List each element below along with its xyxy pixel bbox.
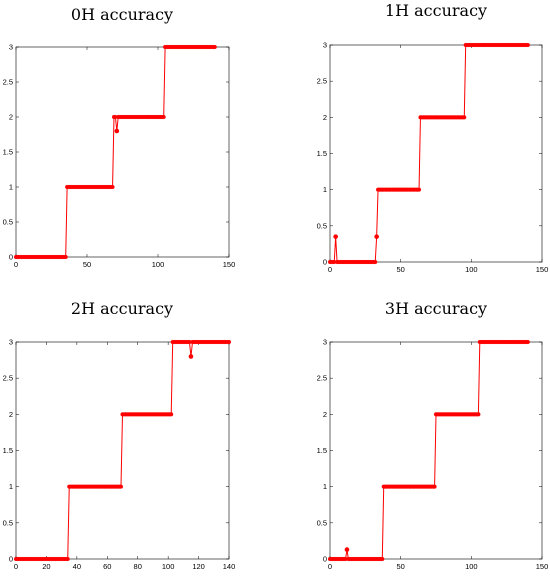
outlier-point [188, 354, 194, 359]
x-tick-label: 0 [14, 260, 18, 269]
chart-panel-0: 0H accuracy 0 50 100 150 0 0.5 1 1.5 2 2.5 3 [3, 5, 236, 269]
outlier-point [374, 234, 379, 239]
data-point [169, 412, 174, 417]
data-point [118, 484, 124, 489]
data-point [432, 484, 437, 489]
chart-title: 1H accuracy [385, 1, 487, 20]
chart-panel-2: 2H accuracy 0 20 40 60 80 100 120 140 0 0.5 1 1.5 2 2.… [3, 299, 236, 571]
chart-title: 2H accuracy [71, 299, 173, 318]
y-tick-label: 0 [9, 253, 13, 262]
x-tick-label: 0 [328, 562, 332, 571]
x-tick-label: 100 [152, 260, 165, 269]
outlier-point [344, 547, 350, 552]
x-tick-label: 120 [192, 562, 205, 571]
y-tick-label: 3 [323, 338, 327, 347]
chart-title: 3H accuracy [385, 299, 487, 318]
y-tick-label: 2 [9, 113, 13, 122]
data-point [476, 412, 481, 417]
plot-frame [329, 341, 543, 560]
data-point [525, 339, 530, 345]
y-tick-label: 1 [9, 183, 13, 192]
data-point [416, 187, 422, 192]
x-tick-label: 100 [465, 265, 478, 274]
x-tick-label: 50 [396, 265, 404, 274]
x-tick-label: 140 [223, 562, 236, 571]
y-tick-label: 2 [323, 410, 327, 419]
series-line [16, 46, 215, 258]
y-tick-label: 0 [9, 555, 13, 564]
outlier-point [114, 128, 120, 134]
y-tick-label: 3 [9, 43, 13, 52]
y-tick-label: 1 [9, 482, 13, 491]
data-point [63, 254, 68, 260]
y-tick-label: 1 [323, 185, 327, 194]
y-tick-label: 1.5 [3, 148, 13, 157]
series-line [330, 44, 528, 263]
plot-frame [15, 46, 230, 258]
data-point [380, 556, 385, 562]
y-tick-label: 2 [9, 410, 13, 419]
x-tick-label: 40 [73, 562, 81, 571]
x-tick-label: 0 [14, 562, 18, 571]
x-tick-label: 50 [83, 260, 91, 269]
y-tick-label: 2.5 [317, 77, 327, 86]
outlier-point [333, 234, 338, 239]
x-tick-label: 150 [223, 260, 236, 269]
data-point [462, 115, 467, 120]
x-tick-label: 150 [536, 265, 549, 274]
y-tick-label: 2.5 [317, 374, 327, 383]
y-tick-label: 1 [323, 482, 327, 491]
y-tick-label: 0.5 [317, 518, 327, 527]
y-tick-label: 0.5 [3, 518, 13, 527]
data-point [110, 184, 115, 190]
y-tick-label: 0.5 [3, 218, 13, 227]
data-point [525, 42, 530, 48]
y-tick-label: 2.5 [3, 78, 13, 87]
x-tick-label: 100 [162, 562, 175, 571]
x-tick-label: 20 [42, 562, 50, 571]
data-point [65, 556, 70, 562]
y-tick-label: 1.5 [317, 446, 327, 455]
y-tick-label: 1.5 [317, 149, 327, 158]
x-tick-label: 80 [134, 562, 142, 571]
x-tick-label: 150 [536, 562, 549, 571]
y-tick-label: 3 [9, 338, 13, 347]
data-point [226, 339, 232, 345]
data-point [373, 259, 378, 265]
chart-panel-1: 1H accuracy 0 50 100 150 0 0.5 1 1.5 2 2.5 3 [317, 1, 549, 274]
chart-panel-3: 3H accuracy 0 50 100 150 0 0.5 1 1.5 2 2.5 3 [317, 299, 549, 571]
y-tick-label: 3 [323, 41, 327, 50]
y-tick-label: 0 [323, 555, 327, 564]
x-tick-label: 100 [465, 562, 478, 571]
data-point [212, 44, 217, 50]
x-tick-label: 50 [396, 562, 404, 571]
series-line [16, 341, 229, 560]
y-tick-label: 2 [323, 113, 327, 122]
y-tick-label: 1.5 [3, 446, 13, 455]
data-point [161, 114, 166, 120]
y-tick-label: 2.5 [3, 374, 13, 383]
y-tick-label: 0 [323, 258, 327, 267]
y-tick-label: 0.5 [317, 221, 327, 230]
chart-title: 0H accuracy [71, 5, 173, 24]
plot-frame [15, 341, 230, 560]
series-line [330, 341, 528, 560]
x-tick-label: 60 [103, 562, 111, 571]
plot-frame [329, 44, 543, 263]
x-tick-label: 0 [328, 265, 332, 274]
